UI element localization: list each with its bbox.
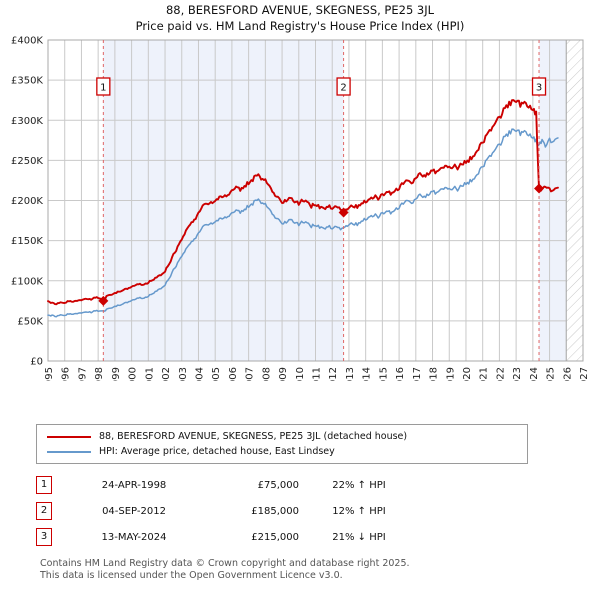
footer-line-2: This data is licensed under the Open Gov… xyxy=(40,569,343,581)
transaction-hpi-1: 22% ↑ HPI xyxy=(332,479,386,491)
legend-item-property: 88, BERESFORD AVENUE, SKEGNESS, PE25 3JL… xyxy=(43,429,521,444)
transaction-badge-3: 3 xyxy=(36,528,52,546)
svg-text:2000: 2000 xyxy=(128,367,139,381)
svg-text:2025: 2025 xyxy=(546,367,557,381)
svg-text:2027: 2027 xyxy=(579,367,590,381)
marker-badge-3[interactable] xyxy=(531,77,547,96)
svg-text:2005: 2005 xyxy=(211,367,222,381)
transactions-table: 1 24-APR-1998 £75,000 22% ↑ HPI 2 04-SEP… xyxy=(36,472,536,550)
legend-swatch-red xyxy=(47,435,91,438)
transaction-price-1: £75,000 xyxy=(257,479,299,491)
marker-badge-label-3: 3 xyxy=(536,83,542,94)
svg-text:2019: 2019 xyxy=(445,367,456,381)
svg-text:£0: £0 xyxy=(30,357,43,368)
svg-text:2008: 2008 xyxy=(261,367,272,381)
svg-text:2014: 2014 xyxy=(362,367,373,381)
svg-text:2010: 2010 xyxy=(295,367,306,381)
svg-text:£250K: £250K xyxy=(11,156,43,167)
marker-point-1 xyxy=(98,295,109,306)
svg-text:2026: 2026 xyxy=(562,367,573,381)
svg-text:2013: 2013 xyxy=(345,367,356,381)
svg-text:2017: 2017 xyxy=(412,367,423,381)
hpi-line-chart: £0 £50K £100K £150K £200K £250K £300K £350K £400… xyxy=(11,36,590,381)
svg-text:2004: 2004 xyxy=(194,367,205,381)
transaction-date-2: 04-SEP-2012 xyxy=(102,505,166,517)
series-line-property xyxy=(47,99,559,306)
svg-text:£350K: £350K xyxy=(11,76,43,87)
title-line-1: 88, BERESFORD AVENUE, SKEGNESS, PE25 3JL xyxy=(165,3,435,17)
svg-text:£150K: £150K xyxy=(11,236,43,247)
marker-point-3 xyxy=(534,183,545,194)
title-line-2: Price paid vs. HM Land Registry's House … xyxy=(135,19,465,33)
transaction-hpi-2: 12% ↑ HPI xyxy=(332,505,386,517)
chart-legend: 88, BERESFORD AVENUE, SKEGNESS, PE25 3JL… xyxy=(36,424,528,464)
transaction-hpi-3: 21% ↓ HPI xyxy=(332,531,386,543)
svg-text:1996: 1996 xyxy=(61,367,72,381)
svg-text:£300K: £300K xyxy=(11,116,43,127)
svg-text:2021: 2021 xyxy=(479,367,490,381)
transaction-badge-2: 2 xyxy=(36,502,52,520)
svg-text:2012: 2012 xyxy=(328,367,339,381)
legend-swatch-blue xyxy=(47,450,91,453)
transaction-badge-1: 1 xyxy=(36,476,52,494)
table-row: 2 04-SEP-2012 £185,000 12% ↑ HPI xyxy=(36,498,536,524)
table-row: 1 24-APR-1998 £75,000 22% ↑ HPI xyxy=(36,472,536,498)
svg-text:£100K: £100K xyxy=(11,276,43,287)
marker-badge-label-2: 2 xyxy=(340,83,346,94)
chart-area: £0 £50K £100K £150K £200K £250K £300K £350K £400… xyxy=(0,36,600,381)
footer-attribution: Contains HM Land Registry data © Crown c… xyxy=(40,558,580,581)
svg-text:2020: 2020 xyxy=(462,367,473,381)
page-title: 88, BERESFORD AVENUE, SKEGNESS, PE25 3JL… xyxy=(0,2,600,34)
svg-text:2001: 2001 xyxy=(144,367,155,381)
svg-text:2003: 2003 xyxy=(178,367,189,381)
transaction-date-1: 24-APR-1998 xyxy=(101,479,167,491)
svg-text:£200K: £200K xyxy=(11,196,43,207)
legend-label-hpi: HPI: Average price, detached house, East… xyxy=(99,446,335,457)
svg-text:1995: 1995 xyxy=(44,367,55,381)
marker-badge-2[interactable] xyxy=(336,77,351,96)
svg-text:1998: 1998 xyxy=(94,367,105,381)
marker-badge-label-1: 1 xyxy=(100,83,106,94)
marker-badge-1[interactable] xyxy=(96,77,111,96)
svg-text:2007: 2007 xyxy=(245,367,256,381)
svg-text:£50K: £50K xyxy=(17,316,43,327)
svg-text:2024: 2024 xyxy=(529,367,540,381)
svg-text:2009: 2009 xyxy=(278,367,289,381)
legend-item-hpi: HPI: Average price, detached house, East… xyxy=(43,444,521,459)
svg-text:2023: 2023 xyxy=(512,367,523,381)
table-row: 3 13-MAY-2024 £215,000 21% ↓ HPI xyxy=(36,524,536,550)
svg-text:2006: 2006 xyxy=(228,367,239,381)
svg-text:1997: 1997 xyxy=(77,367,88,381)
svg-text:2016: 2016 xyxy=(395,367,406,381)
svg-text:2002: 2002 xyxy=(161,367,172,381)
svg-text:2015: 2015 xyxy=(378,367,389,381)
footer-line-1: Contains HM Land Registry data © Crown c… xyxy=(40,558,410,569)
marker-point-2 xyxy=(338,207,349,218)
svg-text:£400K: £400K xyxy=(11,36,43,47)
transaction-price-2: £185,000 xyxy=(251,505,299,517)
legend-label-property: 88, BERESFORD AVENUE, SKEGNESS, PE25 3JL… xyxy=(99,431,408,442)
transaction-date-3: 13-MAY-2024 xyxy=(101,531,167,543)
svg-text:1999: 1999 xyxy=(111,367,122,381)
svg-text:2022: 2022 xyxy=(495,367,506,381)
transaction-price-3: £215,000 xyxy=(251,531,299,543)
svg-text:2011: 2011 xyxy=(312,367,323,381)
svg-text:2018: 2018 xyxy=(429,367,440,381)
series-line-hpi xyxy=(47,128,559,318)
